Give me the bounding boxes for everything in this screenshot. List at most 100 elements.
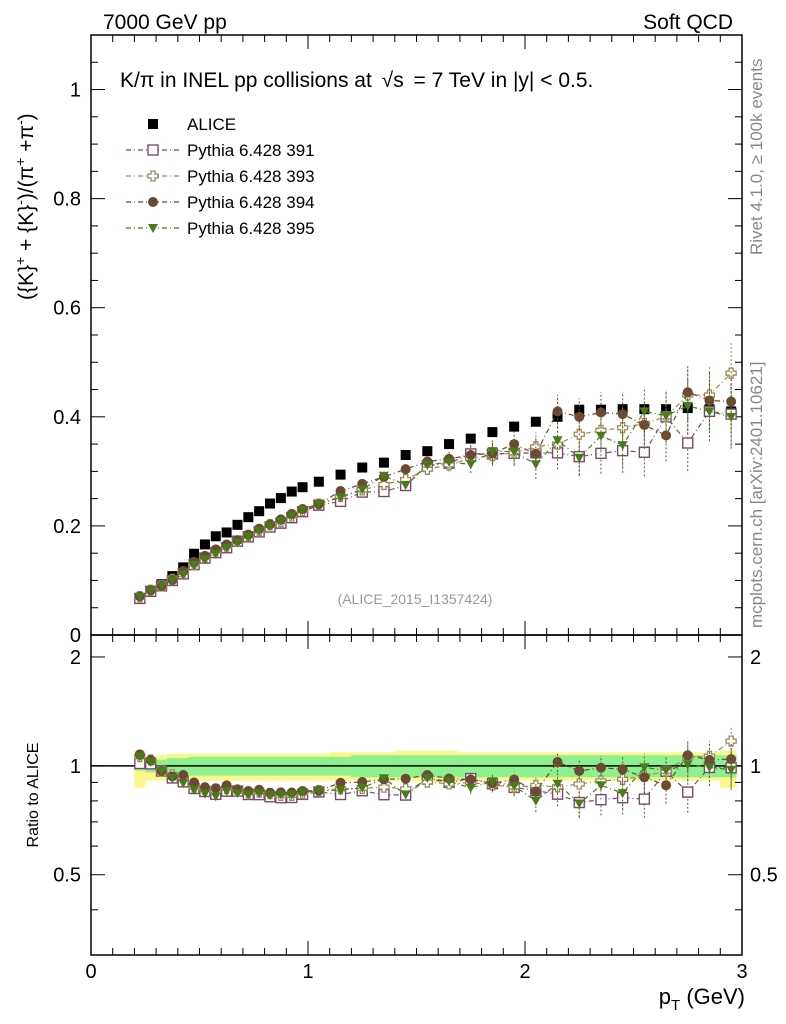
data-point [243,512,254,523]
data-point [444,439,455,450]
data-point [552,406,563,417]
ratio-point [704,763,715,773]
data-point [444,458,455,468]
data-point [378,457,389,468]
x-tick-label: 1 [302,961,313,983]
data-point [530,460,541,470]
data-point [487,447,498,457]
data-point [552,411,563,422]
data-point [400,481,411,490]
ratio-frame [90,634,743,956]
ratio-point [313,786,324,796]
data-point [167,576,178,586]
ratio-point [189,785,200,795]
ratio-point [639,763,650,773]
ratio-point [595,762,606,773]
ratio-tick-label-right: 1 [750,756,761,778]
ratio-point [167,773,178,783]
ratio-panel: 0.5 0.5 1 1 2 2 Ratio to ALICE [25,634,778,956]
data-point [254,526,265,536]
data-point [595,447,607,460]
legend-entry: Pythia 6.428 393 [126,167,315,186]
ratio-point [400,790,411,800]
ratio-point [444,777,455,787]
ratio-point [574,765,585,776]
data-point [726,396,737,407]
x-tick-labels: 0 1 2 3 [85,961,747,983]
ratio-point [726,754,737,765]
data-point [156,581,167,591]
data-point [243,532,254,542]
legend-label: Pythia 6.428 391 [187,141,315,160]
y-tick-label: 0.6 [53,298,81,320]
ratio-point [573,778,585,790]
legend-entry: Pythia 6.428 395 [126,219,315,238]
data-point [400,464,411,475]
ratio-point [465,783,476,793]
data-point [313,476,324,487]
data-point [639,407,650,417]
data-point [189,548,200,559]
data-point [465,433,476,444]
main-panel: 0 0.2 0.4 0.6 0.8 1 K/π in INEL pp collisions… [12,34,743,647]
ratio-point [178,769,189,780]
legend-marker [148,197,158,207]
data-point [134,592,145,602]
ratio-point [422,773,433,783]
ratio-point [595,781,606,791]
ratio-point [682,760,693,770]
y-tick-label: 0 [70,625,81,647]
data-point [509,421,520,432]
data-point [422,446,433,457]
data-point [232,538,243,548]
data-point [221,527,232,538]
ratio-tick-label-left: 2 [70,647,81,669]
ratio-point [265,791,276,801]
data-point [210,531,221,542]
data-point [617,441,628,451]
legend-entry: ALICE [148,115,236,134]
y-tick-label: 0.2 [53,516,81,538]
x-tick-label: 0 [85,961,96,983]
x-axis-label: pT (GeV) [659,984,745,1014]
data-point [487,427,498,438]
ratio-point [509,782,520,792]
data-point [199,555,210,565]
data-point [286,486,297,497]
ratio-point [210,792,221,802]
ratio-point [552,756,563,767]
data-point [574,411,585,422]
ratio-point [378,781,390,793]
ratio-point [254,788,265,798]
ratio-point [243,790,254,800]
data-point [661,411,672,421]
ratio-point [378,774,389,784]
x-tick-label: 3 [736,961,747,983]
data-point [682,437,694,449]
legend-marker [148,119,158,129]
ratio-point [400,773,411,784]
ratio-point [465,774,476,785]
mcplots-label: mcplots.cern.ch [arXiv:2401.10621] [747,362,766,628]
data-point [275,517,286,526]
ratio-tick-label-right: 0.5 [750,865,778,887]
data-point [682,401,693,411]
chart-title: K/π in INEL pp collisions at √s = 7 TeV … [120,69,593,92]
ratio-point [725,735,737,747]
ratio-point [682,750,693,761]
ratio-point [297,788,308,798]
data-point [400,450,411,460]
ratio-point [189,777,200,788]
ratio-point [275,790,286,800]
data-point [210,549,221,559]
series-pythia-395 [134,377,737,602]
data-point [574,453,585,463]
data-point [265,521,276,531]
ratio-point [595,793,607,806]
data-point [232,519,243,530]
data-point [199,539,210,550]
ratio-point [487,777,498,787]
ratio-point [638,793,651,805]
legend-marker [147,170,159,182]
